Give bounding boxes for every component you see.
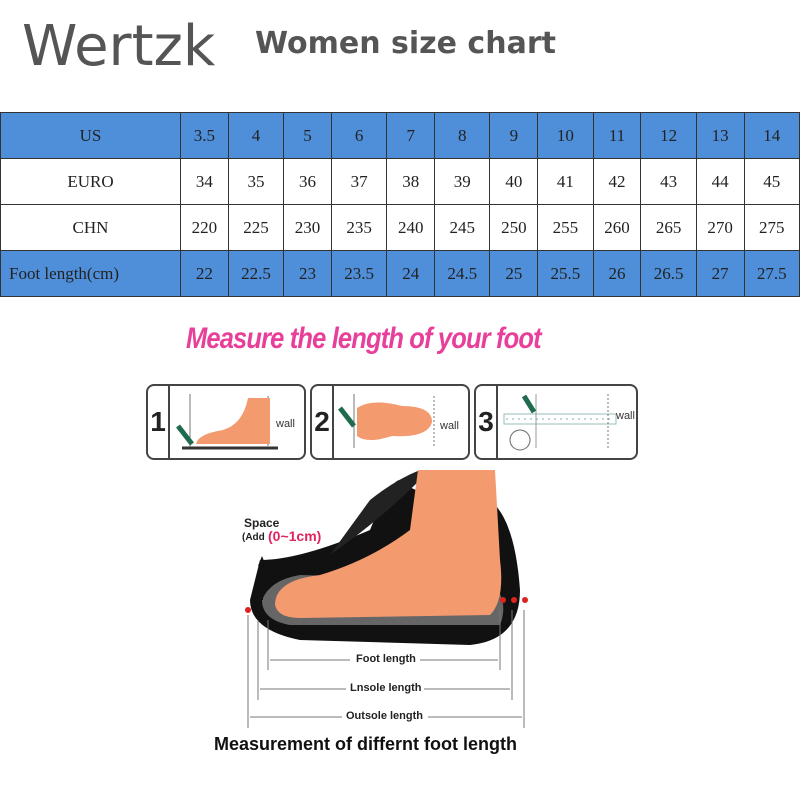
step-3: 3 wall	[474, 384, 638, 460]
table-cell: 250	[489, 204, 539, 251]
table-cell: 13	[695, 112, 745, 159]
foot-side-icon	[176, 394, 278, 450]
step-2: 2 wall	[310, 384, 470, 460]
table-row: CHN 220 225 230 235 240 245 250 255 260 265 270 275	[0, 204, 800, 251]
measure-title: Measure the length of your foot	[186, 322, 542, 355]
brand-logo: Wertzk	[22, 14, 216, 79]
wall-label: wall	[276, 418, 295, 430]
table-row: Foot length(cm) 22 22.5 23 23.5 24 24.5 25 25.5 2…	[0, 250, 800, 297]
add-value-label: (0~1cm)	[268, 528, 322, 544]
step-number: 2	[312, 386, 334, 458]
step-number: 3	[476, 386, 498, 458]
insole-length-label: Lnsole length	[350, 682, 422, 694]
table-cell: 11	[592, 112, 642, 159]
table-cell: 4	[227, 112, 285, 159]
table-cell: 24.5	[434, 250, 491, 297]
table-cell: 8	[434, 112, 491, 159]
table-cell: 25.5	[537, 250, 594, 297]
foot-top-icon	[338, 394, 435, 448]
row-header: CHN	[0, 204, 181, 251]
table-cell: 42	[592, 158, 642, 205]
table-cell: 9	[489, 112, 539, 159]
table-cell: 235	[330, 204, 388, 251]
foot-length-label: Foot length	[356, 653, 416, 665]
table-cell: 44	[695, 158, 745, 205]
table-cell: 230	[283, 204, 332, 251]
table-cell: 35	[227, 158, 285, 205]
table-cell: 275	[743, 204, 800, 251]
row-header: US	[0, 112, 181, 159]
table-row: EURO 34 35 36 37 38 39 40 41 42 43 44 45	[0, 158, 800, 205]
table-cell: 27.5	[743, 250, 800, 297]
table-cell: 40	[489, 158, 539, 205]
table-cell: 5	[283, 112, 332, 159]
table-cell: 245	[434, 204, 491, 251]
table-cell: 24	[386, 250, 436, 297]
table-cell: 10	[537, 112, 594, 159]
table-cell: 22.5	[227, 250, 285, 297]
space-label: Space	[244, 516, 280, 530]
table-cell: 38	[386, 158, 436, 205]
bottom-caption: Measurement of differnt foot length	[214, 734, 517, 754]
ruler-icon	[503, 394, 617, 451]
table-cell: 225	[227, 204, 285, 251]
step-number: 1	[148, 386, 170, 458]
table-cell: 255	[537, 204, 594, 251]
table-cell: 43	[640, 158, 697, 205]
table-cell: 6	[330, 112, 388, 159]
chart-title: Women size chart	[255, 26, 556, 61]
table-cell: 41	[537, 158, 594, 205]
table-cell: 12	[640, 112, 697, 159]
table-cell: 26	[592, 250, 642, 297]
wall-label: wall	[440, 420, 459, 432]
size-table: US 3.5 4 5 6 7 8 9 10 11 12 13 14 EURO 34 35 36 37 38 39 40 4…	[0, 112, 800, 297]
table-cell: 14	[743, 112, 800, 159]
table-cell: 39	[434, 158, 491, 205]
add-prefix-label: (Add	[242, 532, 265, 543]
wall-label: wall	[616, 410, 635, 422]
table-cell: 26.5	[640, 250, 697, 297]
row-header: Foot length(cm)	[0, 250, 181, 297]
step-1: 1 wall	[146, 384, 306, 460]
table-cell: 45	[743, 158, 800, 205]
table-row: US 3.5 4 5 6 7 8 9 10 11 12 13 14	[0, 112, 800, 159]
outsole-length-label: Outsole length	[346, 710, 423, 722]
table-cell: 3.5	[180, 112, 229, 159]
table-cell: 22	[180, 250, 229, 297]
table-cell: 34	[180, 158, 229, 205]
table-cell: 23.5	[330, 250, 388, 297]
table-cell: 23	[283, 250, 332, 297]
table-cell: 37	[330, 158, 388, 205]
